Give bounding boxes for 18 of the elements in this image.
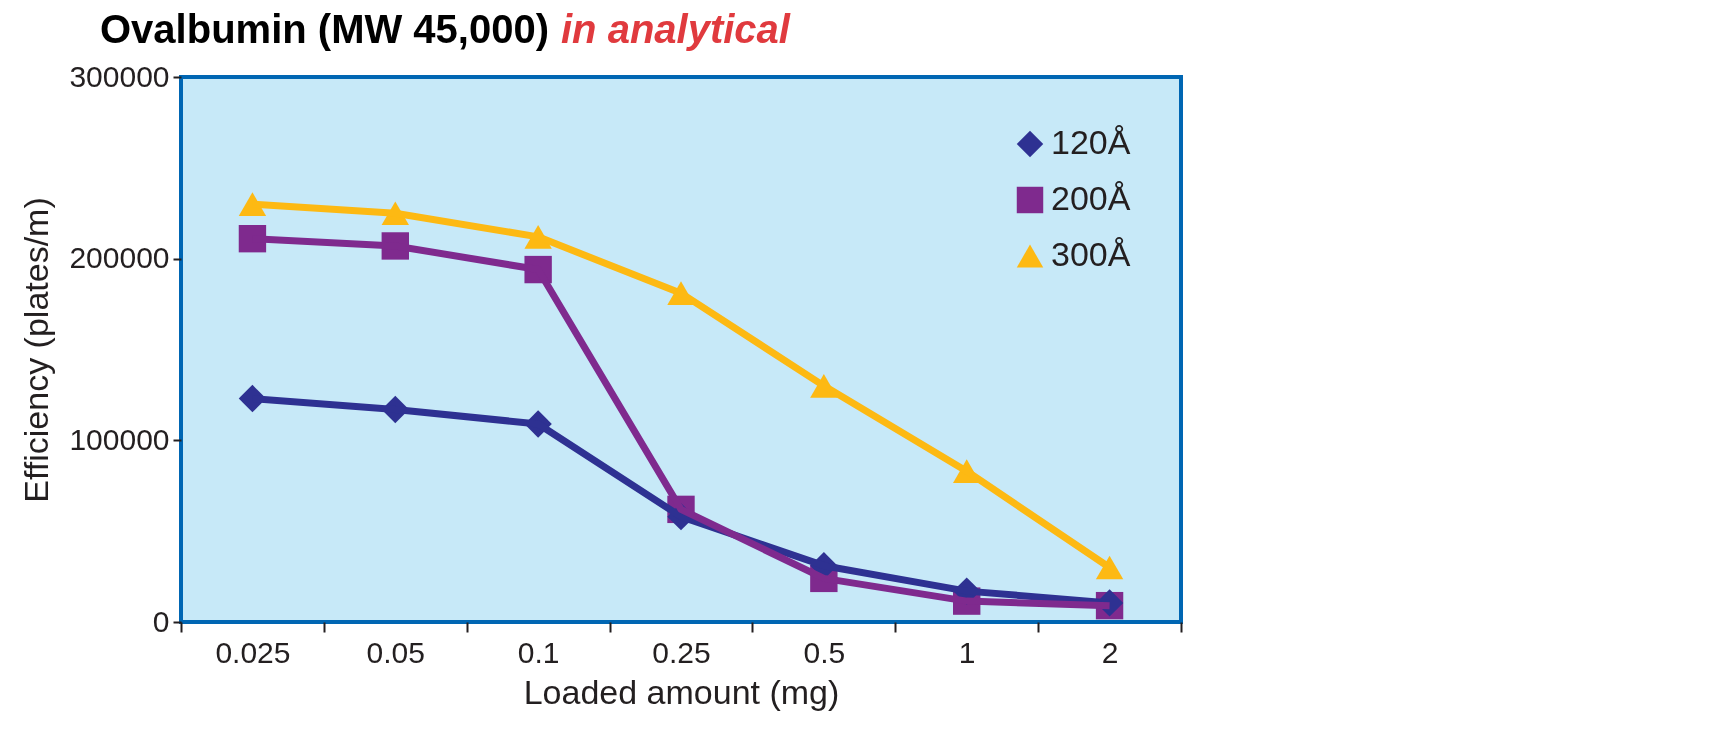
chart-subtitle: in analytical: [560, 7, 790, 51]
x-tick-label: 1: [958, 635, 976, 669]
y-tick-label: 300000: [69, 59, 170, 93]
chart-title: Ovalbumin (MW 45,000): [100, 7, 549, 51]
x-tick-label: 0.5: [803, 635, 846, 669]
y-tick-label: 0: [152, 604, 170, 638]
y-tick-label: 200000: [69, 241, 170, 275]
legend-label: 200Å: [1051, 179, 1131, 217]
legend-label: 120Å: [1051, 123, 1131, 161]
legend-label: 300Å: [1051, 235, 1131, 273]
x-tick-label: 0.025: [215, 635, 291, 669]
y-axis-title: Efficiency (plates/m): [17, 197, 56, 503]
x-axis-title: Loaded amount (mg): [523, 672, 840, 711]
x-tick-label: 0.05: [366, 635, 425, 669]
y-tick-label: 100000: [69, 422, 170, 456]
x-tick-label: 0.25: [652, 635, 711, 669]
x-tick-label: 0.1: [517, 635, 560, 669]
x-tick-label: 2: [1101, 635, 1119, 669]
